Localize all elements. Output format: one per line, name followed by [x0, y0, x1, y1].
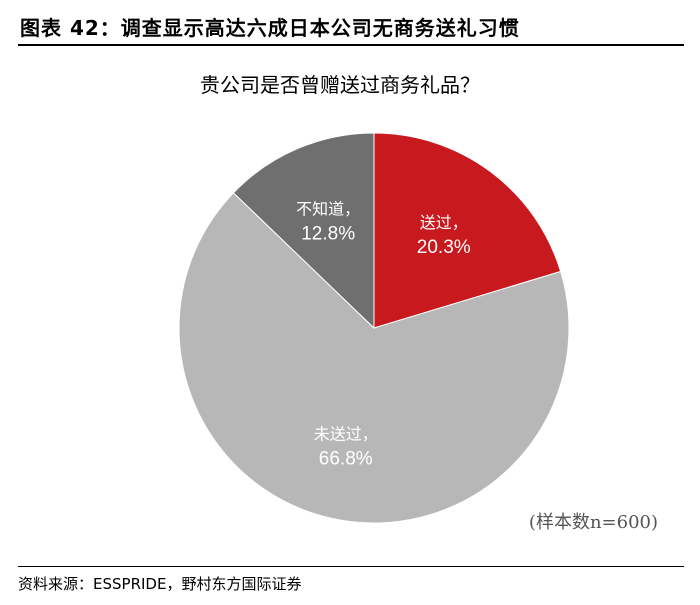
figure-source: 资料来源：ESSPRIDE，野村东方国际证券: [18, 566, 684, 594]
figure-header: 图表 42：调查显示高达六成日本公司无商务送礼习惯: [18, 10, 684, 46]
pie-slice-2: [232, 132, 375, 330]
slice-value-1: 66.8%: [319, 449, 373, 470]
slice-value-2: 12.8%: [301, 223, 355, 244]
pie-chart: 贵公司是否曾赠送过商务礼品？ 送过， 20.3% 未送过， 66.8% 不知道， 12.8…: [178, 73, 658, 533]
pie-labels: 送过， 20.3% 未送过， 66.8% 不知道， 12.8%: [296, 199, 471, 469]
slice-label-0: 送过，: [420, 213, 468, 232]
pie-slice-1: [178, 192, 570, 524]
slice-label-2: 不知道，: [296, 199, 360, 218]
pie-slices: [178, 132, 570, 524]
slice-value-0: 20.3%: [417, 237, 471, 258]
sample-size-note: (样本数n=600): [529, 512, 658, 533]
pie-slice-0: [373, 132, 562, 329]
figure-title: 图表 42：调查显示高达六成日本公司无商务送礼习惯: [20, 16, 520, 40]
chart-title: 贵公司是否曾赠送过商务礼品？: [200, 73, 480, 97]
slice-label-1: 未送过，: [314, 425, 378, 444]
